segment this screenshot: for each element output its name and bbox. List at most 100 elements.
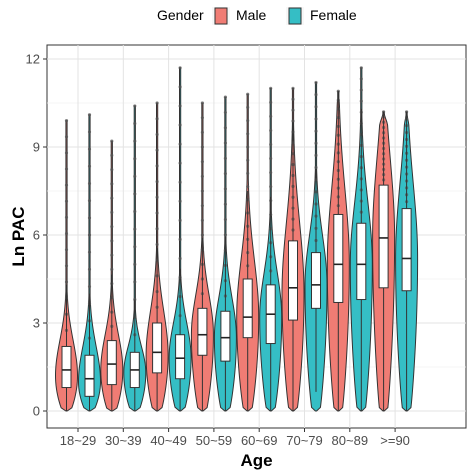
outlier-point [269, 128, 273, 133]
box-female-5 [311, 252, 321, 309]
outlier-point [110, 267, 114, 271]
outlier-point [269, 156, 273, 161]
outlier-point [314, 129, 318, 133]
outlier-point [246, 185, 250, 189]
outlier-point [133, 245, 137, 249]
outlier-point [178, 218, 182, 222]
outlier-point [246, 119, 250, 123]
outlier-point [223, 217, 227, 222]
outlier-point [110, 139, 114, 143]
outlier-point [133, 227, 137, 231]
outlier-point [269, 170, 273, 175]
x-axis-title: Age [240, 451, 272, 470]
outlier-point [200, 160, 204, 164]
box-male-4 [242, 278, 253, 339]
box-female-0 [84, 354, 95, 397]
outlier-point [87, 284, 92, 289]
outlier-point [178, 123, 182, 127]
outlier-point [110, 168, 114, 172]
outlier-point [269, 86, 273, 90]
outlier-point [155, 211, 159, 215]
outlier-point [223, 187, 227, 191]
legend-key-male [214, 7, 228, 25]
outlier-point [155, 195, 159, 199]
outlier-point [155, 117, 159, 121]
outlier-point [223, 156, 227, 160]
x-tick-label: >=90 [380, 433, 410, 448]
outlier-point [314, 93, 318, 97]
outlier-point [359, 99, 363, 103]
legend-label-female: Female [310, 7, 357, 23]
outlier-point [155, 227, 159, 231]
x-tick-label: 80~89 [332, 433, 369, 448]
outlier-point [314, 105, 318, 109]
outlier-point [64, 280, 69, 284]
outlier-point [200, 189, 204, 193]
outlier-point [223, 126, 227, 130]
outlier-point [200, 101, 204, 105]
legend-label-male: Male [236, 7, 267, 23]
x-axis-label: Age [240, 451, 272, 470]
outlier-point [64, 135, 69, 139]
outlier-point [200, 174, 204, 178]
outlier-point [110, 225, 114, 229]
y-tick-label: 3 [33, 316, 40, 331]
outlier-point [110, 239, 114, 243]
outlier-point [269, 185, 273, 189]
outlier-point [178, 199, 182, 203]
outlier-point [64, 199, 69, 203]
x-tick-label: 30~39 [105, 433, 142, 448]
outlier-point [314, 141, 318, 145]
legend: Gender Male Female [157, 7, 357, 25]
outlier-point [178, 142, 182, 146]
y-tick-label: 12 [26, 52, 40, 67]
box-female-7 [401, 208, 412, 292]
outlier-point [200, 233, 204, 237]
legend-title: Gender [157, 7, 204, 23]
outlier-point [87, 267, 92, 271]
outlier-point [200, 204, 204, 208]
outlier-point [87, 113, 92, 117]
box-female-2 [175, 334, 186, 380]
outlier-point [133, 209, 137, 214]
outlier-point [155, 179, 159, 184]
box-male-1 [106, 340, 117, 386]
outlier-point [269, 142, 273, 147]
box-female-6 [356, 222, 367, 301]
x-tick-label: 60~69 [241, 433, 278, 448]
outlier-point [133, 121, 137, 126]
y-axis-title: Ln PAC [9, 206, 28, 266]
outlier-point [133, 192, 137, 196]
outlier-point [64, 215, 69, 219]
outlier-point [178, 180, 182, 184]
outlier-point [223, 110, 227, 115]
outlier-point [64, 264, 69, 268]
x-tick-label: 40~49 [150, 433, 187, 448]
outlier-point [87, 130, 92, 134]
outlier-point [246, 132, 250, 136]
outlier-point [314, 165, 318, 170]
outlier-point [314, 117, 318, 121]
outlier-point [223, 141, 227, 145]
outlier-point [133, 262, 137, 266]
outlier-point [87, 181, 92, 186]
legend-key-female [288, 7, 302, 25]
outlier-point [133, 280, 137, 284]
outlier-point [178, 237, 182, 241]
outlier-point [200, 145, 204, 149]
box-female-3 [220, 310, 231, 362]
box-male-6 [333, 213, 344, 303]
outlier-point [155, 242, 159, 247]
x-tick-label: 70~79 [286, 433, 323, 448]
outlier-point [291, 108, 295, 112]
outlier-point [246, 171, 250, 175]
outlier-point [155, 164, 159, 168]
outlier-point [64, 248, 69, 252]
outlier-point [110, 253, 114, 257]
outlier-point [291, 86, 295, 90]
outlier-point [64, 151, 69, 155]
outlier-point [178, 104, 182, 108]
outlier-point [223, 172, 227, 176]
outlier-point [200, 116, 204, 120]
